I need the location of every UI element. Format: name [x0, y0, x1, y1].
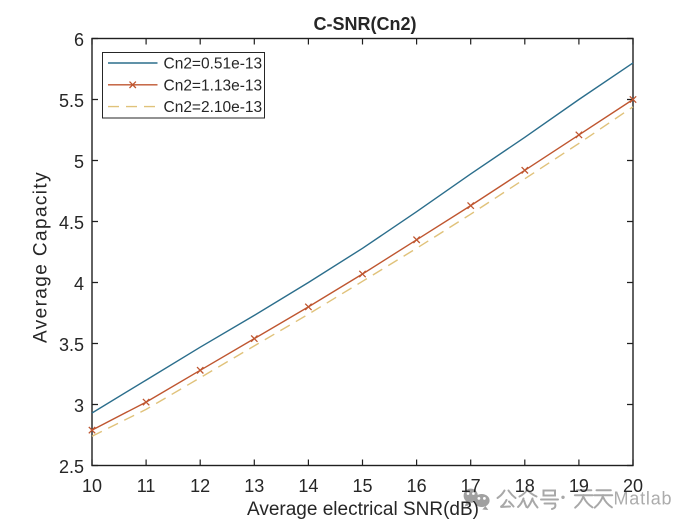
svg-text:Cn2=1.13e-13: Cn2=1.13e-13	[164, 77, 263, 94]
svg-text:11: 11	[137, 476, 156, 496]
svg-text:4.5: 4.5	[59, 213, 84, 233]
svg-text:4: 4	[74, 274, 84, 294]
svg-text:16: 16	[407, 476, 427, 496]
svg-text:19: 19	[569, 476, 589, 496]
svg-text:17: 17	[461, 476, 481, 496]
svg-text:5.5: 5.5	[59, 91, 84, 111]
svg-text:Matlab: Matlab	[614, 489, 673, 509]
svg-text:Average electrical SNR(dB): Average electrical SNR(dB)	[247, 499, 479, 520]
svg-text:3: 3	[74, 396, 84, 416]
svg-text:Cn2=0.51e-13: Cn2=0.51e-13	[164, 56, 263, 73]
svg-text:13: 13	[244, 476, 264, 496]
svg-text:20: 20	[623, 476, 643, 496]
svg-text:Average Capacity: Average Capacity	[31, 171, 52, 343]
svg-text:14: 14	[298, 476, 318, 496]
svg-text:12: 12	[190, 476, 210, 496]
svg-text:10: 10	[82, 476, 102, 496]
svg-text:15: 15	[352, 476, 372, 496]
svg-text:6: 6	[74, 30, 84, 50]
svg-text:2.5: 2.5	[59, 457, 84, 477]
svg-text:Cn2=2.10e-13: Cn2=2.10e-13	[164, 99, 263, 116]
svg-text:C-SNR(Cn2): C-SNR(Cn2)	[314, 14, 417, 34]
svg-text:18: 18	[515, 476, 535, 496]
svg-text:3.5: 3.5	[59, 335, 84, 355]
svg-text:5: 5	[74, 152, 84, 172]
